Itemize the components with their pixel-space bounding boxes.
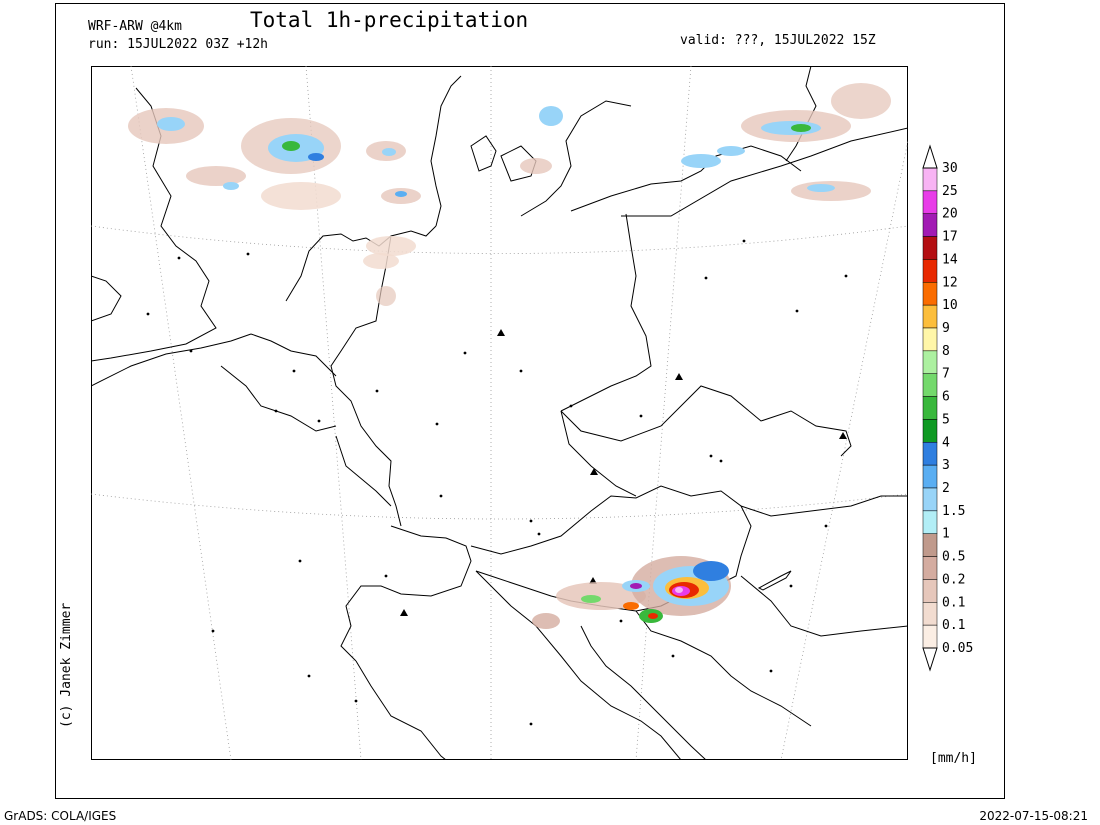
legend-swatch — [922, 236, 938, 260]
legend-swatch — [922, 624, 938, 649]
legend-label: 1 — [942, 527, 950, 542]
legend-min-arrow — [922, 647, 938, 672]
precipitation-map — [91, 66, 908, 760]
legend-label: 3 — [942, 458, 950, 473]
legend-swatch — [922, 419, 938, 443]
legend-label: 7 — [942, 367, 950, 382]
legend-label: 6 — [942, 390, 950, 405]
legend-swatch — [922, 167, 938, 192]
legend-label: 17 — [942, 230, 958, 245]
legend-swatch — [922, 213, 938, 237]
legend-label: 25 — [942, 184, 958, 199]
copyright-label: (c) Janek Zimmer — [59, 602, 74, 728]
lat-lon-grid — [91, 66, 908, 760]
coastlines-and-borders — [91, 66, 908, 760]
render-timestamp: 2022-07-15-08:21 — [979, 809, 1088, 823]
legend-swatch — [922, 259, 938, 283]
precipitation-field — [128, 83, 891, 629]
model-label: WRF-ARW @4km — [88, 19, 182, 34]
legend-swatch — [922, 327, 938, 352]
legend-swatch — [922, 190, 938, 214]
legend-label: 9 — [942, 321, 950, 336]
legend-label: 20 — [942, 207, 958, 222]
legend-label: 14 — [942, 252, 958, 267]
legend-swatch — [922, 487, 938, 512]
legend-swatch — [922, 579, 938, 603]
legend-label: 0.2 — [942, 572, 965, 587]
legend-label: 30 — [942, 161, 958, 176]
legend-label: 0.1 — [942, 618, 965, 633]
legend-swatch — [922, 556, 938, 580]
legend-label: 8 — [942, 344, 950, 359]
legend-swatch — [922, 304, 938, 329]
legend-swatch — [922, 442, 938, 466]
run-label: run: 15JUL2022 03Z +12h — [88, 37, 269, 52]
legend-label: 12 — [942, 275, 958, 290]
precipitation-legend: 30 25 20 17 14 12 10 9 8 7 6 5 4 3 2 1.5 1 0.5 0.2 0.1 0.1 0.… — [922, 144, 973, 672]
legend-label: 0.1 — [942, 595, 965, 610]
legend-swatch — [922, 602, 938, 626]
map-title: Total 1h-precipitation — [250, 8, 529, 32]
legend-label: 1.5 — [942, 504, 965, 519]
legend-swatch — [922, 396, 938, 420]
legend-swatch — [922, 373, 938, 397]
valid-time-label: valid: ???, 15JUL2022 15Z — [680, 33, 876, 48]
software-credit: GrADS: COLA/IGES — [4, 809, 117, 823]
legend-label: 0.05 — [942, 641, 973, 656]
legend-swatch — [922, 350, 938, 374]
legend-units: [mm/h] — [930, 751, 977, 766]
legend-swatch — [922, 282, 938, 306]
legend-label: 10 — [942, 298, 958, 313]
legend-label: 4 — [942, 435, 950, 450]
legend-label: 0.5 — [942, 550, 965, 565]
legend-swatch — [922, 464, 938, 489]
plot-frame — [55, 3, 1005, 799]
legend-max-arrow — [922, 144, 938, 169]
city-markers — [146, 239, 848, 726]
legend-swatch — [922, 533, 938, 557]
legend-swatch — [922, 510, 938, 534]
legend-label: 5 — [942, 412, 950, 427]
legend-label: 2 — [942, 481, 950, 496]
